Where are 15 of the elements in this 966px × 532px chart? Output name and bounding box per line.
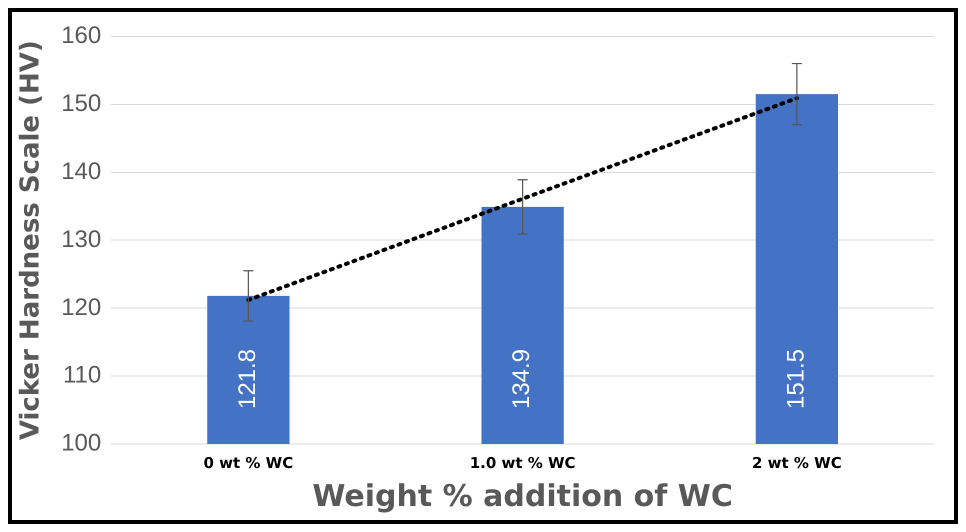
data-label: 121.8 — [234, 348, 261, 410]
y-tick-label: 150 — [61, 90, 102, 117]
data-label: 134.9 — [508, 348, 536, 410]
x-tick-label: 2 wt % WC — [752, 454, 842, 472]
x-tick-label: 1.0 wt % WC — [470, 454, 576, 472]
y-tick-label: 110 — [62, 362, 102, 389]
y-tick-label: 100 — [61, 430, 102, 457]
y-tick-label: 160 — [61, 22, 102, 50]
data-label: 151.5 — [782, 348, 810, 410]
x-tick-label: 0 wt % WC — [204, 454, 294, 472]
x-axis-title: Weight % addition of WC — [312, 478, 733, 514]
y-tick-label: 140 — [61, 158, 102, 185]
y-axis-title: Vicker Hardness Scale (HV) — [15, 40, 46, 440]
y-tick-label: 120 — [61, 294, 102, 321]
y-tick-label: 130 — [61, 226, 102, 253]
